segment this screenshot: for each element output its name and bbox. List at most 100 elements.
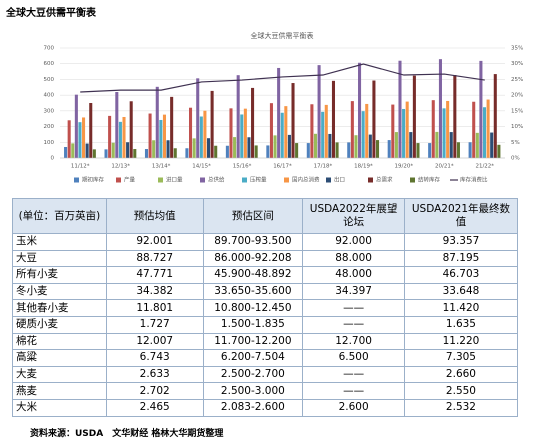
table-cell: 45.900-48.892 xyxy=(202,266,304,284)
y-tick-label: 200 xyxy=(44,124,55,130)
bar xyxy=(456,142,460,158)
table-cell: 硬质小麦 xyxy=(12,315,107,334)
bar xyxy=(111,142,115,158)
legend-swatch xyxy=(116,177,121,183)
table-cell: 燕麦 xyxy=(12,382,107,400)
table-cell: 6.200-7.504 xyxy=(202,349,304,367)
legend-label: 期初库存 xyxy=(82,176,105,184)
bar xyxy=(405,101,409,158)
table-cell: 48.000 xyxy=(302,266,405,284)
table-cell: 87.195 xyxy=(403,249,519,268)
bar xyxy=(185,148,189,158)
bar xyxy=(482,107,487,158)
legend-label: 总需求 xyxy=(376,176,393,184)
table-cell: 2.500-2.700 xyxy=(202,365,304,384)
legend-swatch xyxy=(158,177,163,183)
bar xyxy=(85,143,89,158)
legend-swatch xyxy=(326,177,331,183)
bar xyxy=(74,94,78,158)
table-cell: 33.648 xyxy=(403,282,519,301)
table-cell: 11.420 xyxy=(403,299,519,317)
bar xyxy=(236,75,240,158)
legend-label: 进口量 xyxy=(166,176,183,184)
table-cell: 大豆 xyxy=(12,249,107,268)
bar xyxy=(133,149,137,158)
bar xyxy=(148,113,152,158)
bar xyxy=(254,145,258,158)
x-tick-label: 11/12* xyxy=(71,164,90,170)
table-cell: 46.703 xyxy=(403,266,519,284)
legend-swatch xyxy=(242,177,247,183)
bar xyxy=(472,101,476,158)
legend-label: 国内总消费 xyxy=(292,176,320,184)
bar xyxy=(431,100,435,158)
bar xyxy=(173,148,177,158)
bar xyxy=(361,111,365,158)
bar xyxy=(331,80,336,158)
bar xyxy=(347,142,351,158)
y-tick-label: 0 xyxy=(51,156,55,162)
table-cell: 11.700-12.200 xyxy=(202,332,304,351)
bar xyxy=(287,134,291,158)
bar xyxy=(449,132,453,158)
legend-label: 结转库存 xyxy=(418,176,441,184)
bar xyxy=(402,108,406,158)
table-row: 大米 2.465 2.083-2.600 2.600 2.532 xyxy=(12,398,519,417)
bar xyxy=(428,143,432,158)
bar xyxy=(64,147,68,158)
table-cell: 2.500-3.000 xyxy=(202,382,304,400)
table-cell: —— xyxy=(302,382,405,400)
table-row: 高粱 6.743 6.200-7.504 6.500 7.305 xyxy=(12,349,519,367)
bar xyxy=(144,149,149,158)
bar xyxy=(189,107,193,158)
header-row: (单位：百万英亩) 预估均值 预估区间 USDA2022年展望论坛 USDA2021年最… xyxy=(12,198,519,234)
table-row: 棉花 12.007 11.700-12.200 12.700 11.220 xyxy=(12,332,519,351)
table-cell: 1.635 xyxy=(403,315,519,334)
y2-tick-label: 20% xyxy=(511,93,523,99)
legend-label: 压榨量 xyxy=(250,176,267,184)
bar xyxy=(243,108,247,158)
table-cell: 2.702 xyxy=(105,382,204,400)
table-cell: 7.305 xyxy=(403,349,519,367)
table-row: 燕麦 2.702 2.500-3.000 —— 2.550 xyxy=(12,382,519,400)
x-tick-label: 12/13* xyxy=(111,164,130,170)
x-tick-label: 16/17* xyxy=(273,164,292,170)
bar xyxy=(152,140,156,158)
bar xyxy=(295,143,299,158)
bar xyxy=(490,132,494,158)
bar xyxy=(247,137,251,158)
table-row: 玉米 92.001 89.700-93.500 92.000 93.357 xyxy=(12,233,519,251)
bar xyxy=(375,140,380,158)
table-cell: 89.700-93.500 xyxy=(202,233,304,251)
bar xyxy=(324,104,328,158)
legend-label: 出口 xyxy=(334,176,345,184)
x-tick-label: 13/14* xyxy=(152,164,171,170)
bar xyxy=(313,133,318,158)
bar xyxy=(170,96,174,158)
table-cell: 2.600 xyxy=(302,398,405,417)
table-cell: 34.397 xyxy=(302,282,405,301)
bar xyxy=(129,101,133,158)
table-cell: 86.000-92.208 xyxy=(202,249,304,268)
table-cell: 棉花 xyxy=(12,332,107,351)
table-cell: 2.633 xyxy=(105,365,204,384)
bar xyxy=(328,133,332,158)
bar xyxy=(358,62,362,159)
x-tick-label: 18/19* xyxy=(354,164,373,170)
table-cell: 88.000 xyxy=(302,249,405,268)
line-series xyxy=(80,63,485,93)
table-row: 大豆 88.727 86.000-92.208 88.000 87.195 xyxy=(12,249,519,268)
bar xyxy=(387,140,391,158)
header-cell: (单位：百万英亩) xyxy=(12,198,107,234)
x-tick-label: 19/20* xyxy=(395,164,414,170)
table-cell: 6.743 xyxy=(105,349,204,367)
bar xyxy=(306,143,310,158)
table-cell: 大米 xyxy=(12,398,107,417)
bar xyxy=(155,86,159,158)
y-tick-label: 600 xyxy=(44,61,55,67)
bar xyxy=(67,120,71,158)
table-cell: 高粱 xyxy=(12,349,107,367)
x-tick-label: 20/21* xyxy=(435,164,454,170)
table-row: 冬小麦 34.382 33.650-35.600 34.397 33.648 xyxy=(12,282,519,301)
